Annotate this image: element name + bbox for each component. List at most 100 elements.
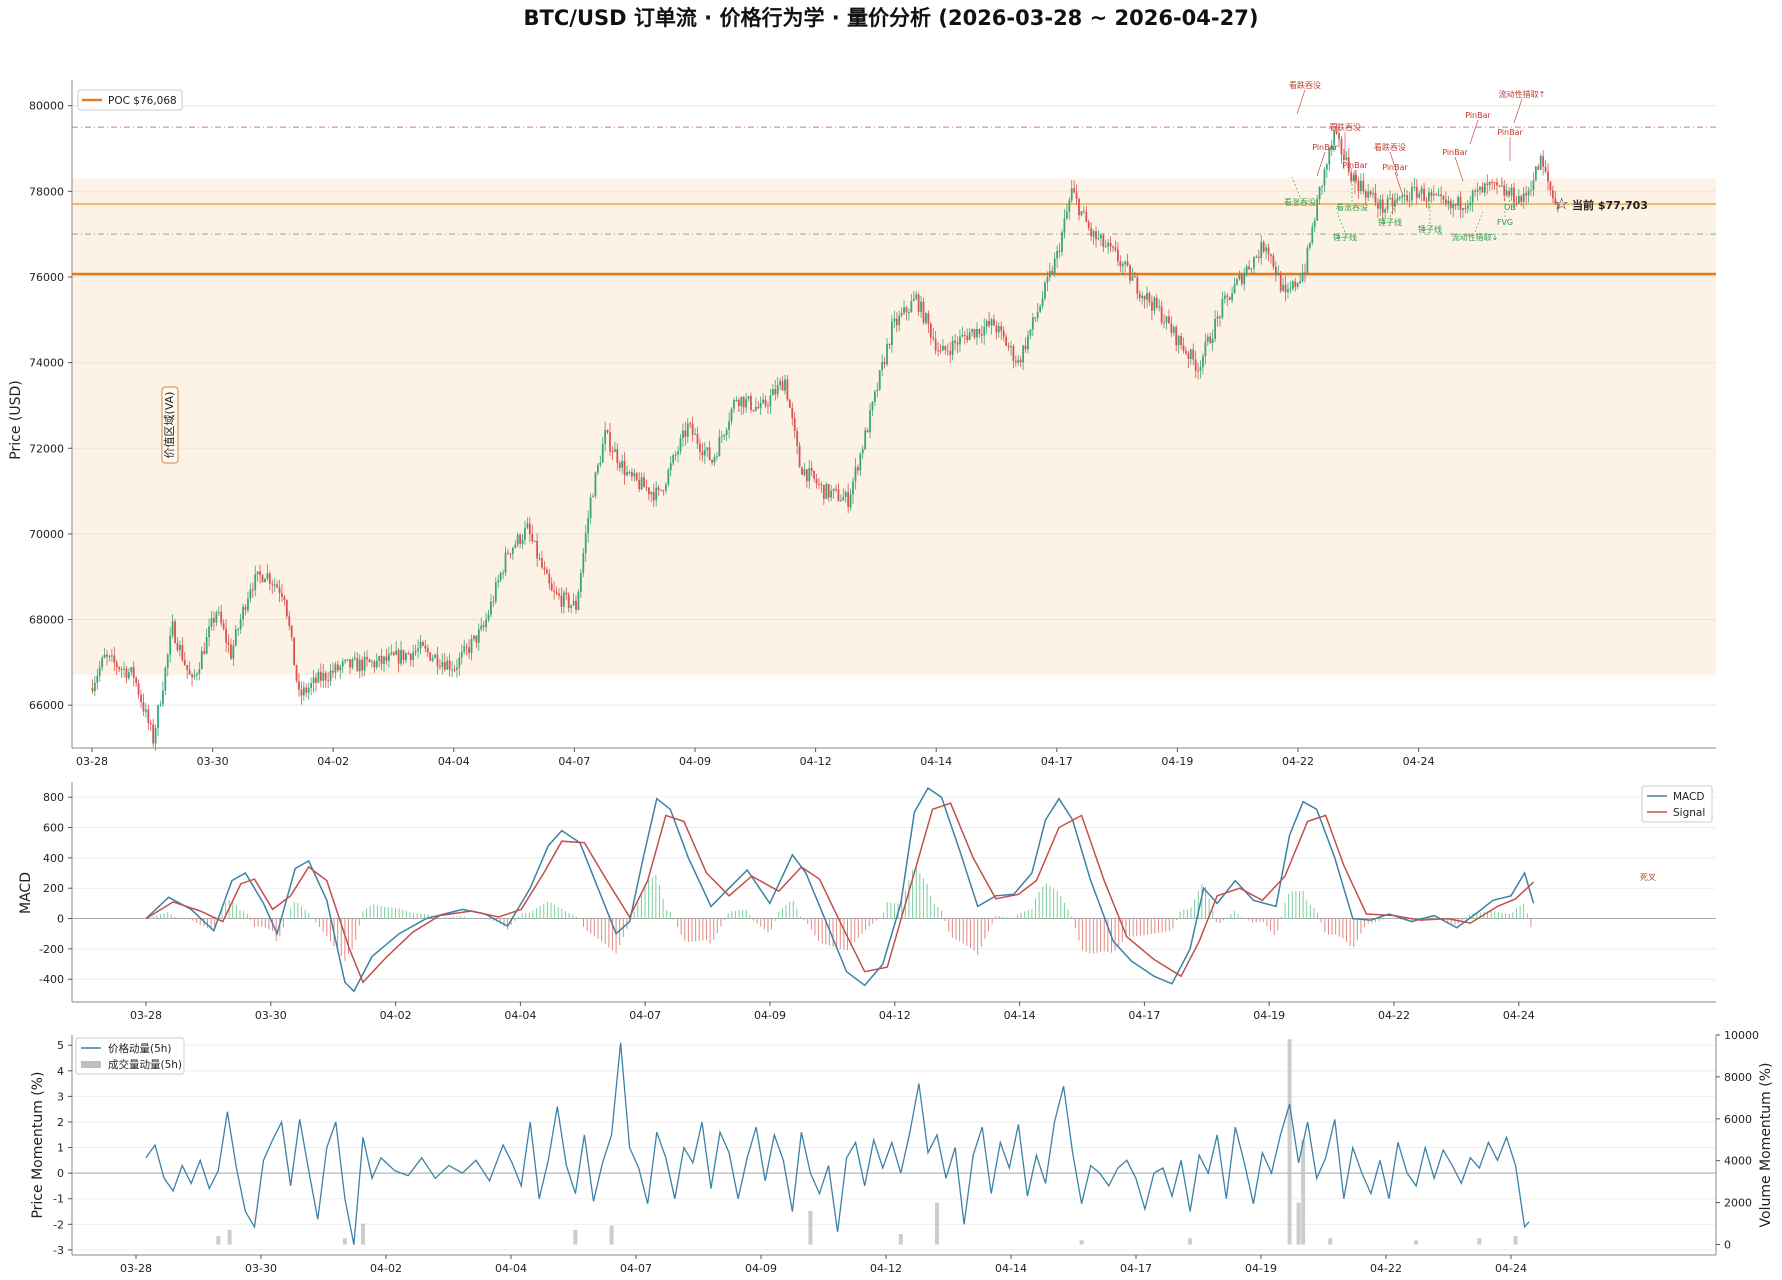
candle-body (322, 673, 325, 681)
volume-ytick-label: 8000 (1724, 1071, 1752, 1084)
candle-body (1036, 312, 1039, 318)
candle-body (1530, 189, 1532, 191)
momentum-xtick-label: 04-12 (870, 1262, 902, 1275)
candle-body (1104, 246, 1107, 248)
pattern-arrow-bearish (1394, 171, 1404, 197)
candle-body (985, 320, 988, 327)
candle-body (1148, 293, 1151, 303)
candle-body (1063, 218, 1066, 233)
momentum-xtick-label: 04-22 (1370, 1262, 1402, 1275)
candle-body (1027, 335, 1029, 350)
candle-body (1350, 172, 1353, 182)
candle-body (378, 656, 381, 661)
candle-body (1316, 199, 1319, 221)
candle-body (553, 590, 556, 592)
candle-body (383, 656, 385, 664)
candle-body (988, 320, 990, 326)
candle-body (713, 456, 716, 463)
candle-body (198, 669, 201, 674)
candle-body (1085, 212, 1088, 222)
candle-body (264, 578, 266, 583)
candle-body (387, 653, 390, 661)
macd-xtick-label: 04-24 (1503, 1009, 1535, 1022)
candle-body (854, 467, 857, 482)
macd-ytick-label: -400 (39, 973, 64, 986)
candle-body (1364, 191, 1367, 198)
candle-body (422, 641, 424, 646)
candle-body (132, 667, 135, 678)
candle-body (108, 655, 111, 657)
momentum-legend-label: 价格动量(5h) (108, 1042, 172, 1055)
candle-body (312, 677, 315, 684)
candle-body (1323, 169, 1326, 186)
candle-body (324, 673, 327, 681)
volume-momentum-bar (1301, 1139, 1306, 1245)
candle-body (1440, 194, 1442, 197)
candle-body (995, 325, 998, 333)
candle-body (618, 463, 621, 468)
candle-body (1002, 330, 1005, 337)
macd-xtick-label: 03-28 (130, 1009, 162, 1022)
candle-body (395, 650, 398, 655)
candle-body (718, 436, 721, 457)
candle-body (1279, 272, 1282, 291)
pattern-arrow-bearish (1389, 151, 1399, 177)
candle-body (1107, 242, 1110, 247)
volume-ytick-label: 6000 (1724, 1113, 1752, 1126)
candle-body (1141, 295, 1144, 298)
price-xtick-label: 04-22 (1282, 755, 1314, 768)
candle-body (856, 467, 859, 471)
candle-body (298, 680, 300, 690)
pattern-label-bearish: 看跌吞没 (1329, 122, 1361, 132)
candle-body (628, 471, 631, 473)
candle-body (1014, 360, 1017, 363)
price-xtick-label: 04-07 (558, 755, 590, 768)
candle-body (696, 434, 699, 444)
candle-body (1547, 171, 1549, 182)
candle-body (1272, 255, 1275, 267)
candle-body (954, 340, 956, 343)
candle-body (419, 641, 422, 649)
candle-body (1338, 133, 1340, 139)
momentum-ytick-label: -3 (53, 1244, 64, 1257)
candle-body (818, 483, 820, 485)
candle-body (1231, 293, 1233, 300)
current-price-label: 当前 $77,703 (1572, 198, 1648, 212)
candle-body (497, 580, 500, 583)
momentum-ytick-label: 5 (57, 1039, 64, 1052)
candle-body (1401, 195, 1404, 198)
candle-body (186, 664, 189, 671)
candle-body (242, 606, 244, 620)
candle-body (1296, 283, 1299, 287)
candle-body (1325, 164, 1328, 170)
candle-body (1537, 166, 1540, 170)
pattern-label-bullish: OB (1504, 203, 1516, 212)
candle-body (1065, 211, 1068, 219)
candle-body (1496, 182, 1498, 186)
candle-body (110, 655, 113, 657)
candle-body (159, 704, 162, 706)
candle-body (1209, 336, 1212, 344)
candle-body (1554, 198, 1557, 205)
candle-body (375, 660, 378, 668)
pattern-label-bullish: 看涨吞没 (1284, 197, 1316, 207)
candle-body (1175, 326, 1178, 346)
candle-body (480, 625, 483, 630)
candle-body (1493, 182, 1496, 184)
candle-body (171, 621, 174, 636)
candle-body (1168, 316, 1170, 324)
candle-body (1308, 243, 1311, 248)
candle-body (915, 294, 918, 299)
candle-body (929, 323, 932, 338)
pattern-label-bearish: PinBar (1342, 161, 1368, 170)
candle-body (494, 582, 497, 602)
candle-body (101, 657, 104, 668)
candle-body (169, 635, 172, 655)
candle-body (268, 573, 271, 584)
candle-body (1284, 284, 1287, 293)
candle-body (808, 468, 811, 482)
candle-body (754, 406, 757, 411)
candle-body (1260, 242, 1263, 258)
candle-body (937, 350, 939, 352)
